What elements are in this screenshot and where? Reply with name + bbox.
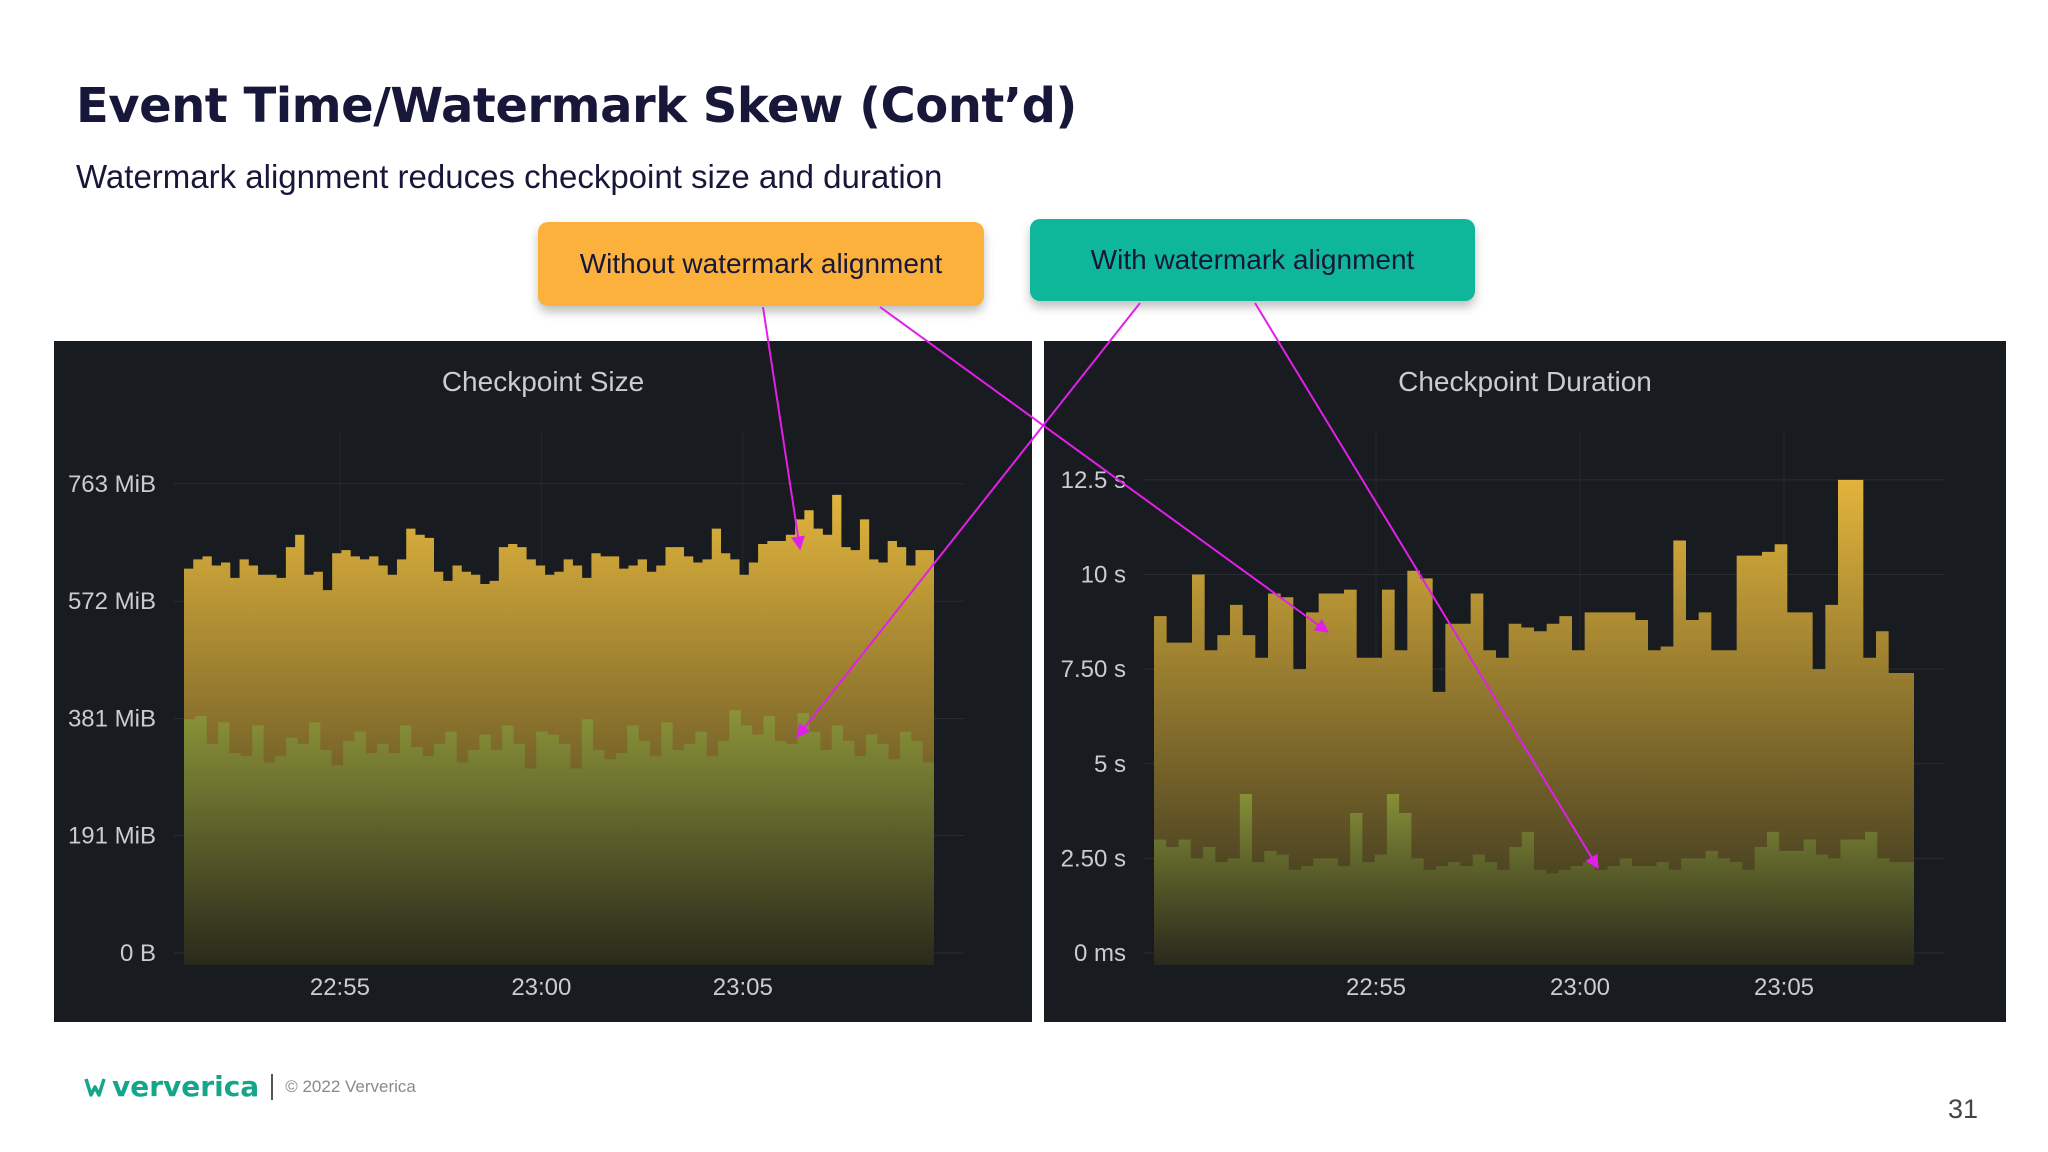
x-tick-label: 22:55 — [310, 974, 370, 1001]
y-tick-label: 12.5 s — [1061, 467, 1126, 494]
y-tick-label: 5 s — [1094, 751, 1126, 778]
y-tick-label: 763 MiB — [68, 471, 156, 498]
page-number: 31 — [1947, 1094, 1978, 1124]
checkpoint-duration-panel: Checkpoint Duration 0 ms 2.50 s 5 s 7.50 s 10… — [1044, 341, 2006, 1022]
y-tick-label: 381 MiB — [68, 706, 156, 733]
chart-title: Checkpoint Size — [442, 366, 644, 397]
checkpoint-duration-chart: Checkpoint Duration 0 ms 2.50 s 5 s 7.50 s 10… — [1061, 366, 1944, 1001]
checkpoint-size-panel: Checkpoint Size 0 B 191 MiB 381 MiB 572 MiB 7… — [54, 341, 1032, 1022]
y-tick-label: 2.50 s — [1061, 845, 1126, 872]
chart-title: Checkpoint Duration — [1398, 366, 1652, 397]
callout-without-alignment: Without watermark alignment — [538, 222, 984, 306]
y-tick-label: 10 s — [1081, 562, 1126, 589]
y-tick-label: 0 ms — [1074, 940, 1126, 967]
y-tick-label: 191 MiB — [68, 823, 156, 850]
series-area-with-alignment — [1154, 794, 1914, 965]
checkpoint-size-chart: Checkpoint Size 0 B 191 MiB 381 MiB 572 MiB 7… — [68, 366, 964, 1001]
y-tick-label: 0 B — [120, 940, 156, 967]
x-tick-label: 23:05 — [1754, 974, 1814, 1001]
series-area-with-alignment — [184, 710, 934, 965]
slide-title: Event Time/Watermark Skew (Cont’d) — [76, 78, 1077, 134]
x-tick-label: 23:05 — [713, 974, 773, 1001]
footer-logo: ververica © 2022 Ververica — [84, 1070, 416, 1103]
callout-with-alignment: With watermark alignment — [1030, 219, 1475, 301]
logo-text: ververica — [112, 1070, 260, 1103]
copyright-text: © 2022 Ververica — [285, 1076, 416, 1096]
x-tick-label: 23:00 — [511, 974, 571, 1001]
slide-subtitle: Watermark alignment reduces checkpoint s… — [76, 158, 943, 195]
ververica-logo-icon — [84, 1077, 106, 1097]
y-tick-label: 7.50 s — [1061, 656, 1126, 683]
x-tick-label: 23:00 — [1550, 974, 1610, 1001]
logo-separator — [271, 1073, 274, 1100]
y-tick-label: 572 MiB — [68, 588, 156, 615]
x-tick-label: 22:55 — [1346, 974, 1406, 1001]
